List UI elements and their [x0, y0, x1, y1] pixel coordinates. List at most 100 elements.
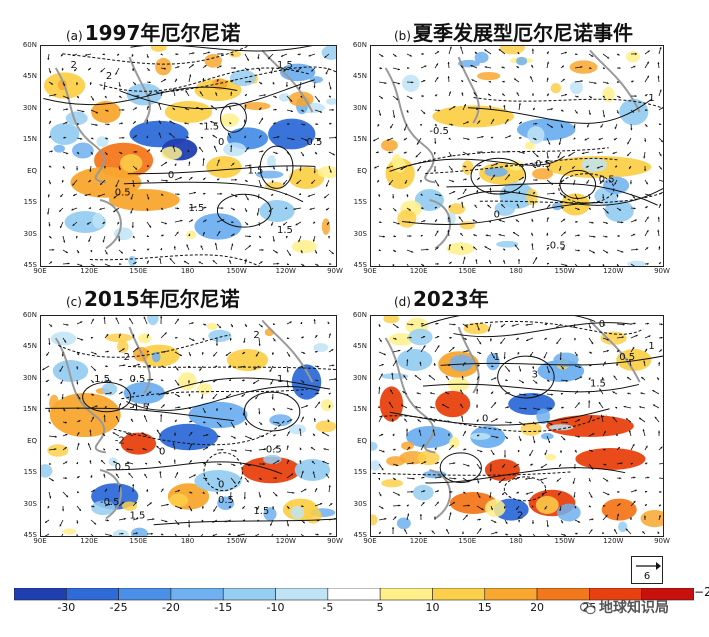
- wind-vector-head: [433, 516, 437, 519]
- wind-vector-head: [645, 124, 648, 127]
- shaded-anomaly: [65, 111, 88, 126]
- wind-vector-head: [190, 420, 193, 423]
- wind-vector-head: [475, 107, 479, 110]
- wind-vector-head: [627, 142, 630, 145]
- wind-vector-head: [417, 168, 420, 172]
- wind-vector-head: [590, 415, 593, 418]
- wind-vector-head: [546, 232, 549, 235]
- wind-vector-head: [463, 256, 466, 259]
- wind-vector-head: [438, 109, 441, 112]
- wind-vector: [44, 533, 50, 536]
- wind-vector-head: [424, 65, 427, 68]
- wind-vector-head: [561, 367, 564, 370]
- wind-vector-head: [648, 193, 651, 196]
- wind-vector-head: [217, 159, 220, 162]
- wind-vector-head: [248, 464, 251, 467]
- wind-vector-head: [190, 491, 193, 494]
- shaded-anomaly: [604, 200, 634, 222]
- shaded-anomaly: [178, 372, 197, 391]
- wind-vector-head: [115, 473, 118, 476]
- wind-vector-head: [409, 234, 412, 238]
- wind-vector-head: [470, 64, 473, 67]
- wind-vector-head: [386, 138, 390, 141]
- wind-vector-head: [334, 517, 336, 520]
- wind-vector-head: [194, 205, 197, 209]
- wind-vector-head: [65, 251, 68, 254]
- wind-vector-head: [207, 51, 211, 54]
- longitude-label: 120E: [80, 267, 99, 275]
- wind-vector-head: [176, 53, 179, 56]
- wind-vector-head: [618, 96, 621, 98]
- wind-vector-head: [484, 49, 487, 52]
- wind-vector-head: [447, 216, 450, 219]
- longitude-label: 120W: [275, 537, 296, 545]
- wind-vector-head: [602, 264, 605, 266]
- wind-vector-head: [273, 122, 277, 125]
- wind-vector-head: [403, 138, 406, 141]
- latitude-label: 60N: [352, 41, 367, 49]
- shaded-anomaly: [164, 101, 213, 123]
- wind-vector-head: [445, 375, 448, 378]
- wind-vector-head: [531, 232, 534, 236]
- wind-vector-head: [302, 534, 304, 536]
- wind-vector-head: [453, 323, 456, 326]
- wind-vector-head: [466, 121, 469, 124]
- wind-vector-head: [491, 391, 494, 394]
- contour-label: 3: [532, 370, 538, 381]
- wind-vector-head: [652, 390, 655, 393]
- shaded-anomaly: [291, 364, 322, 400]
- shaded-anomaly: [474, 51, 489, 64]
- colorbar-segment: [484, 588, 538, 601]
- wind-vector: [271, 533, 274, 536]
- wind-vector-head: [327, 321, 330, 324]
- wind-vector-head: [61, 180, 64, 183]
- wind-vector-head: [90, 152, 93, 155]
- wind-vector-head: [244, 94, 247, 97]
- wind-vector-head: [188, 525, 191, 528]
- wind-vector-head: [137, 95, 140, 98]
- wind-vector-head: [505, 436, 508, 439]
- wind-vector-head: [205, 447, 209, 449]
- shaded-anomaly: [147, 316, 159, 326]
- map-panel-d: 0 0.5 1.5 0 3 1 2 1: [370, 315, 664, 537]
- wind-vector-head: [407, 66, 410, 70]
- wind-vector-head: [48, 135, 51, 139]
- wind-vector-head: [501, 325, 504, 328]
- shaded-anomaly: [309, 76, 323, 84]
- wind-vector-head: [327, 222, 330, 225]
- wind-vector-head: [602, 196, 605, 199]
- wind-vector-head: [88, 180, 91, 183]
- wind-vector-head: [187, 150, 190, 153]
- wind-vector-head: [654, 416, 657, 419]
- wind-vector-head: [460, 233, 463, 236]
- wind-vector-head: [612, 391, 615, 394]
- wind-vector-head: [618, 234, 620, 238]
- wind-vector-head: [543, 356, 546, 359]
- colorbar-segment: [222, 588, 276, 601]
- wind-vector-head: [161, 207, 164, 210]
- wind-vector-head: [286, 385, 289, 388]
- wind-vector-head: [285, 207, 288, 210]
- wind-vector-head: [633, 207, 636, 210]
- wind-vector-head: [559, 168, 562, 171]
- wind-vector-head: [146, 55, 149, 59]
- wind-vector-head: [481, 135, 484, 138]
- wind-vector-head: [479, 528, 482, 531]
- shaded-anomaly: [412, 484, 434, 501]
- wind-vector-head: [546, 51, 549, 54]
- wind-vector-head: [48, 224, 51, 227]
- shaded-anomaly: [206, 156, 242, 178]
- wind-vector-head: [561, 206, 564, 209]
- longitude-label: 180: [180, 267, 195, 275]
- wind-vector-head: [122, 348, 125, 351]
- wind-vector-head: [479, 342, 482, 345]
- wind-vector-head: [327, 236, 331, 239]
- wind-vector-head: [404, 128, 407, 131]
- wind-vector-head: [546, 247, 549, 250]
- wind-vector-head: [639, 417, 642, 420]
- wind-vector-head: [578, 366, 581, 369]
- shaded-anomaly: [197, 383, 212, 395]
- wind-vector-head: [103, 473, 106, 476]
- wind-vector-head: [613, 138, 617, 141]
- wind-vector-head: [379, 113, 382, 116]
